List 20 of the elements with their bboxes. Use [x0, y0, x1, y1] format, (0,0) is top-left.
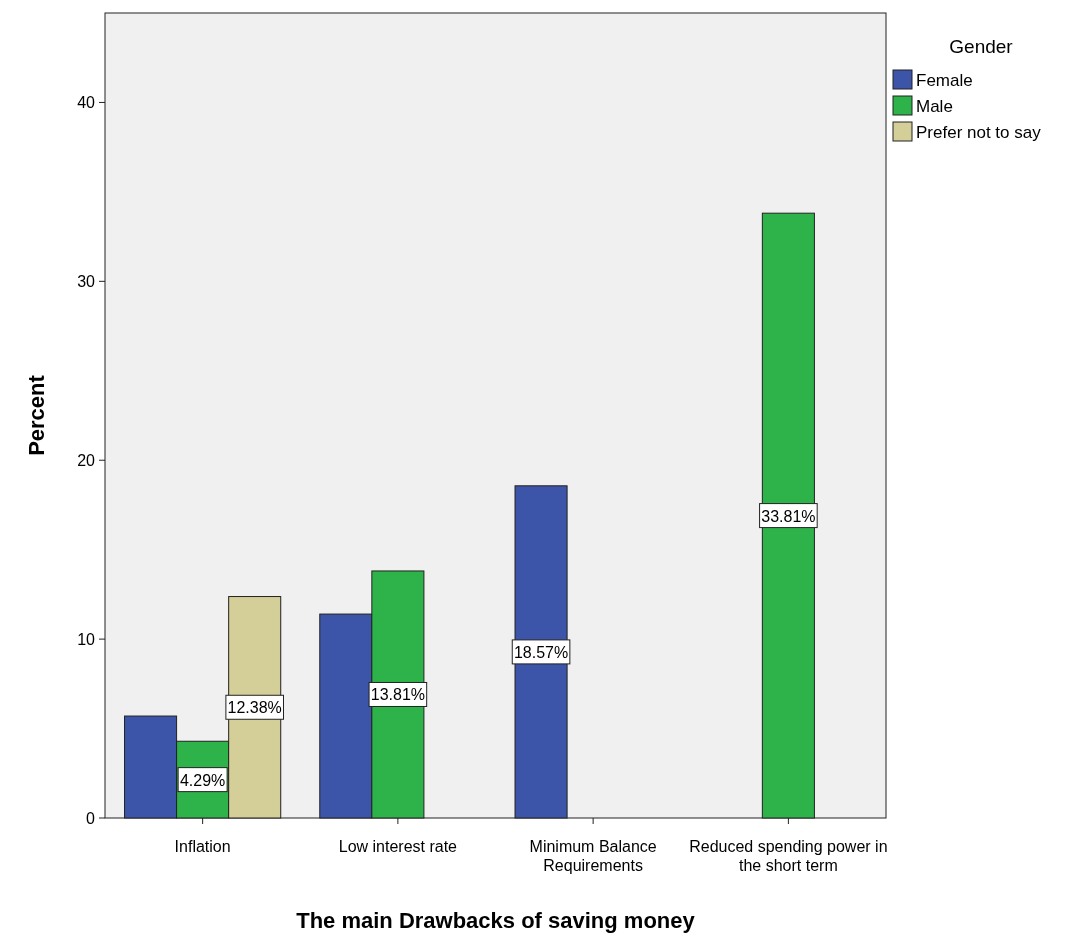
y-tick-label: 30	[77, 273, 96, 291]
y-tick-label: 20	[77, 452, 96, 470]
data-label: 4.29%	[179, 771, 226, 789]
y-axis-title: Percent	[24, 374, 49, 456]
x-axis-title: The main Drawbacks of saving money	[296, 908, 696, 933]
y-tick-label: 0	[86, 810, 96, 827]
x-tick-label: Minimum Balance Requirements	[529, 838, 657, 874]
legend-label: Female	[916, 71, 973, 90]
data-label: 33.81%	[761, 507, 816, 525]
legend-label: Prefer not to say	[916, 123, 1042, 142]
data-label: 13.81%	[370, 686, 426, 704]
data-label: 18.57%	[513, 643, 569, 661]
x-tick-label: Low interest rate	[338, 838, 458, 855]
y-tick-label: 40	[77, 94, 96, 112]
legend-title: Gender	[949, 36, 1014, 57]
data-label: 12.38%	[227, 699, 282, 717]
x-tick-label: Inflation	[174, 838, 231, 855]
y-tick-label: 10	[77, 631, 96, 649]
legend-label: Male	[916, 97, 953, 116]
x-tick-label: Reduced spending power in the short term	[689, 838, 888, 874]
